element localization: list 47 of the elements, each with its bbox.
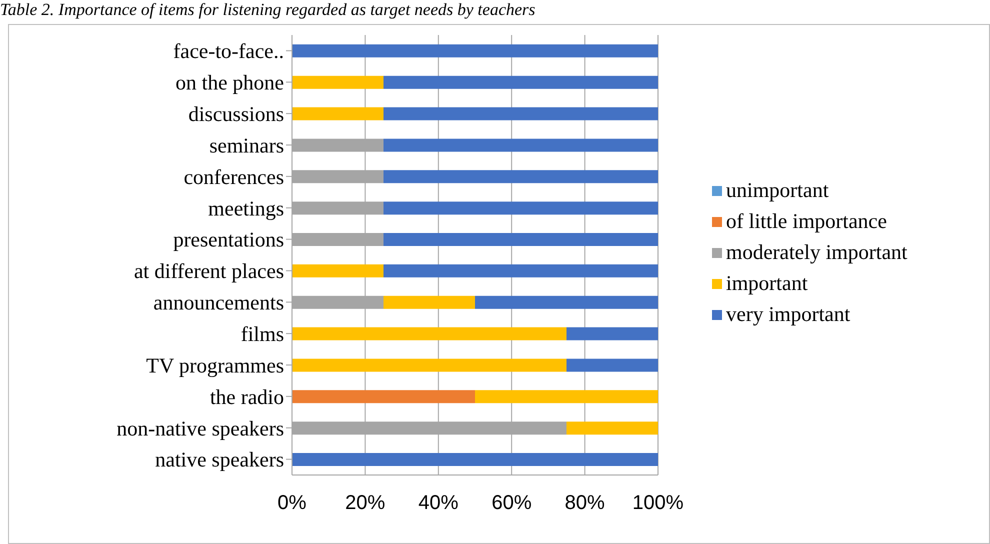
bar: [292, 453, 658, 466]
legend-label: moderately important: [726, 240, 908, 265]
bar: [384, 233, 658, 246]
y-tick-label: films: [240, 322, 284, 346]
y-tick-label: meetings: [208, 196, 284, 220]
y-tick-label: announcements: [153, 290, 284, 315]
bar: [292, 44, 658, 58]
y-tick-label: TV programmes: [146, 353, 284, 378]
y-tick-label: the radio: [210, 384, 284, 409]
bar: [292, 390, 475, 404]
y-tick-label: seminars: [209, 133, 284, 158]
bar: [566, 358, 658, 372]
legend-label: unimportant: [726, 178, 829, 203]
y-tick-label: conferences: [184, 164, 284, 189]
bar: [566, 327, 658, 340]
bar: [292, 76, 384, 89]
legend-label: very important: [726, 302, 850, 327]
bar: [384, 170, 658, 184]
y-tick-label: discussions: [188, 102, 284, 126]
bar: [292, 107, 384, 120]
legend-label: important: [726, 271, 808, 296]
y-tick-label: on the phone: [176, 70, 284, 95]
chart-title: Table 2. Importance of items for listening regarded as target needs by teachers: [0, 0, 536, 20]
x-tick-label: 20%: [345, 492, 386, 514]
x-tick-label: 80%: [564, 492, 606, 514]
bar: [475, 390, 658, 404]
y-tick-label: face-to-face..: [173, 39, 284, 64]
x-tick-label: 0%: [278, 492, 307, 514]
x-tick-label: 60%: [492, 492, 532, 514]
bar: [384, 202, 658, 215]
bar: [292, 358, 566, 372]
bar: [566, 422, 658, 435]
y-tick-label: non-native speakers: [116, 416, 284, 440]
x-tick-label: 100%: [632, 492, 684, 514]
bar: [384, 76, 658, 89]
y-tick-label: at different places: [134, 259, 284, 284]
y-tick-label: native speakers: [155, 448, 284, 472]
x-tick-label: 40%: [418, 492, 459, 514]
bar: [292, 327, 566, 340]
bar: [384, 296, 475, 309]
legend-label: of little importance: [726, 209, 887, 234]
y-tick-label: presentations: [173, 228, 284, 252]
bar: [384, 138, 658, 152]
bar: [475, 296, 658, 309]
bar: [384, 107, 658, 120]
bar: [384, 264, 658, 278]
bar: [292, 264, 384, 278]
